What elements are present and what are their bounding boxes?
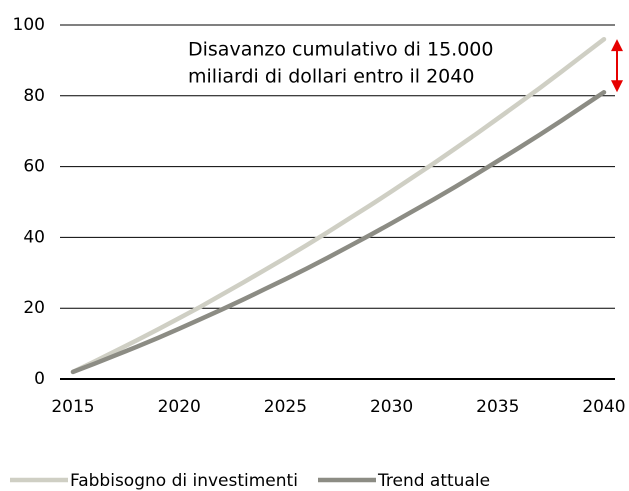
y-tick-label: 0: [34, 369, 45, 389]
legend-label: Trend attuale: [377, 471, 490, 491]
arrow-head: [611, 39, 623, 52]
y-tick-label: 20: [23, 298, 45, 318]
series-line: [70, 36, 607, 375]
x-tick-label: 2040: [582, 397, 625, 417]
y-tick-label: 60: [23, 157, 45, 177]
annotation: Disavanzo cumulativo di 15.000: [188, 39, 493, 61]
x-tick-label: 2025: [264, 397, 307, 417]
x-tick-label: 2030: [370, 397, 413, 417]
arrow-head: [611, 80, 623, 93]
annotation: miliardi di dollari entro il 2040: [188, 66, 474, 88]
x-tick-label: 2015: [51, 397, 94, 417]
y-tick-label: 40: [23, 227, 45, 247]
x-tick-label: 2020: [158, 397, 201, 417]
legend-label: Fabbisogno di investimenti: [70, 471, 298, 491]
y-tick-label: 100: [13, 15, 45, 35]
x-tick-label: 2035: [476, 397, 519, 417]
y-tick-label: 80: [23, 86, 45, 106]
series-line: [70, 90, 607, 375]
